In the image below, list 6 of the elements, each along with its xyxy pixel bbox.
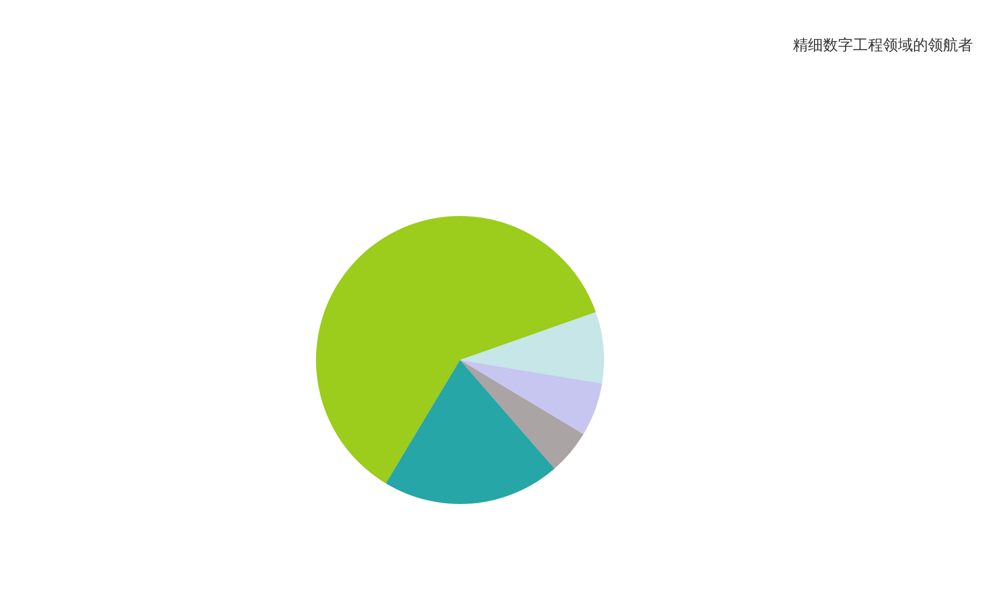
pie-slice [460, 312, 604, 384]
text: 精细数字工程领域的领航者 [793, 36, 973, 54]
pie-slice [460, 360, 584, 469]
pie-slice [316, 216, 596, 484]
pie-slice [386, 360, 554, 504]
pie-slice [460, 360, 602, 434]
